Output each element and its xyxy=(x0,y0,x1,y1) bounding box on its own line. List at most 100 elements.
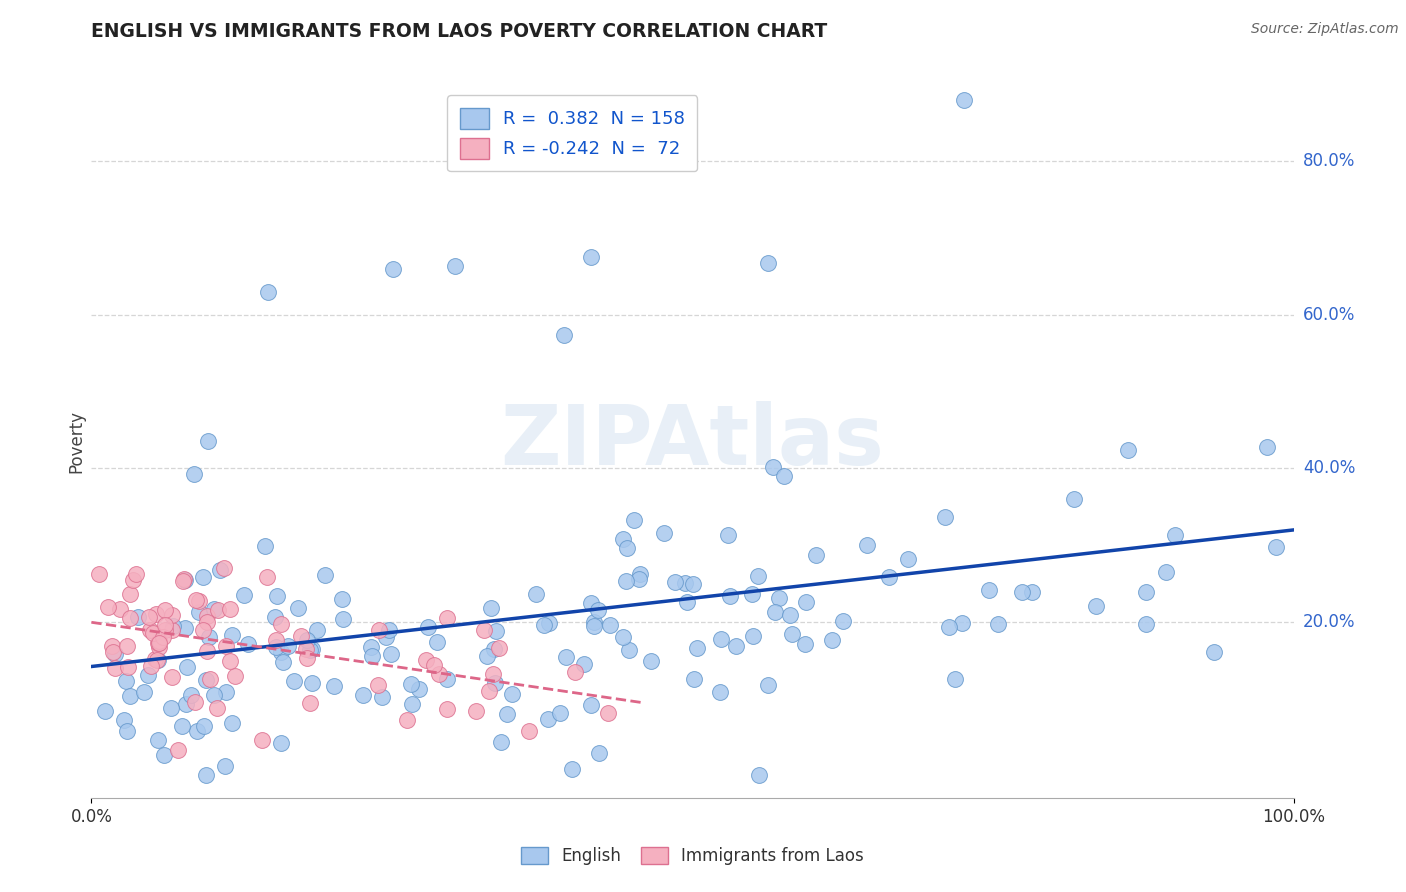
Point xyxy=(1084,599,1107,613)
Point xyxy=(195,768,218,782)
Point xyxy=(214,759,236,773)
Point xyxy=(664,574,686,589)
Point xyxy=(747,569,769,583)
Point xyxy=(138,610,160,624)
Point xyxy=(368,623,391,637)
Point xyxy=(367,677,389,691)
Point xyxy=(599,618,621,632)
Point xyxy=(1265,540,1288,554)
Point xyxy=(756,678,779,692)
Point xyxy=(748,768,770,782)
Point xyxy=(741,629,763,643)
Text: 60.0%: 60.0% xyxy=(1303,306,1355,324)
Point xyxy=(481,600,503,615)
Point xyxy=(427,667,450,681)
Point xyxy=(271,655,294,669)
Point xyxy=(295,641,318,656)
Point xyxy=(586,603,609,617)
Point xyxy=(174,697,197,711)
Point xyxy=(408,681,430,696)
Point xyxy=(1164,527,1187,541)
Point xyxy=(628,566,651,581)
Point xyxy=(596,706,619,720)
Point xyxy=(533,618,555,632)
Point xyxy=(287,600,309,615)
Point xyxy=(183,467,205,482)
Point xyxy=(979,582,1001,597)
Point xyxy=(436,673,458,687)
Point xyxy=(322,679,344,693)
Point xyxy=(683,672,706,686)
Point xyxy=(517,723,540,738)
Point xyxy=(465,704,488,718)
Legend: English, Immigrants from Laos: English, Immigrants from Laos xyxy=(515,840,870,872)
Point xyxy=(675,594,697,608)
Point xyxy=(378,623,401,637)
Point xyxy=(188,605,211,619)
Point xyxy=(538,615,561,630)
Point xyxy=(103,661,125,675)
Point xyxy=(623,513,645,527)
Point xyxy=(264,640,287,654)
Point xyxy=(768,591,790,605)
Point xyxy=(120,587,142,601)
Point xyxy=(153,623,176,637)
Point xyxy=(94,704,117,718)
Point xyxy=(485,624,508,639)
Point xyxy=(122,573,145,587)
Text: 40.0%: 40.0% xyxy=(1303,459,1355,477)
Point xyxy=(270,736,292,750)
Point xyxy=(174,622,197,636)
Point xyxy=(628,572,651,586)
Point xyxy=(139,659,162,673)
Point xyxy=(548,706,571,720)
Point xyxy=(238,637,260,651)
Point xyxy=(209,563,232,577)
Point xyxy=(553,327,575,342)
Point xyxy=(444,259,467,273)
Point xyxy=(762,459,785,474)
Point xyxy=(232,588,254,602)
Point xyxy=(796,595,818,609)
Point xyxy=(301,642,323,657)
Point xyxy=(218,602,240,616)
Point xyxy=(115,639,138,653)
Point xyxy=(101,645,124,659)
Point xyxy=(482,641,505,656)
Point xyxy=(724,640,747,654)
Point xyxy=(176,660,198,674)
Point xyxy=(117,659,139,673)
Point xyxy=(264,609,287,624)
Point xyxy=(1135,616,1157,631)
Point xyxy=(221,627,243,641)
Point xyxy=(202,601,225,615)
Point xyxy=(314,568,336,582)
Point xyxy=(489,735,512,749)
Point xyxy=(252,732,274,747)
Point xyxy=(112,714,135,728)
Point xyxy=(524,587,547,601)
Text: 80.0%: 80.0% xyxy=(1303,153,1355,170)
Point xyxy=(290,629,312,643)
Point xyxy=(832,614,855,628)
Point xyxy=(477,648,499,663)
Text: 20.0%: 20.0% xyxy=(1303,613,1355,631)
Point xyxy=(561,762,583,776)
Point xyxy=(579,251,602,265)
Point xyxy=(856,538,879,552)
Point xyxy=(987,617,1010,632)
Point xyxy=(224,668,246,682)
Point xyxy=(371,690,394,704)
Point xyxy=(114,673,136,688)
Point xyxy=(710,632,733,647)
Point xyxy=(297,650,319,665)
Point xyxy=(172,718,194,732)
Point xyxy=(125,566,148,581)
Point xyxy=(1011,585,1033,599)
Point xyxy=(195,673,218,688)
Point xyxy=(1154,565,1177,579)
Point xyxy=(484,675,506,690)
Point xyxy=(219,654,242,668)
Point xyxy=(118,611,141,625)
Point xyxy=(1135,585,1157,599)
